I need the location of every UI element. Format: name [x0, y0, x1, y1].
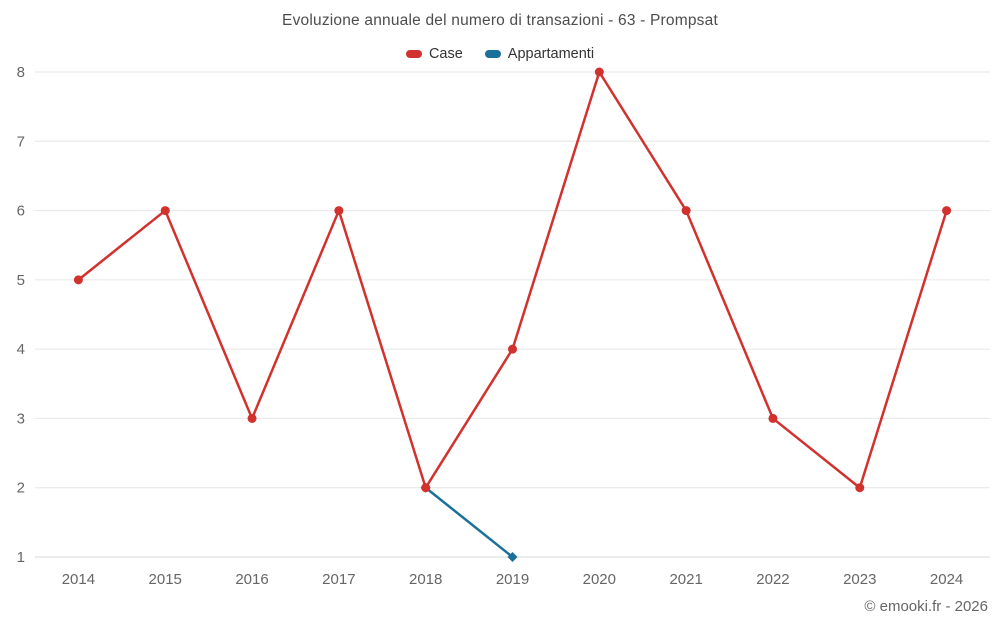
y-axis-label: 3 [17, 410, 25, 427]
x-axis-label: 2018 [409, 571, 442, 588]
data-point-appartamenti [507, 552, 518, 562]
data-point-case [942, 206, 952, 216]
legend-label-appartamenti: Appartamenti [507, 46, 595, 62]
data-point-case [681, 206, 691, 216]
data-point-case [334, 206, 344, 216]
x-axis-label: 2023 [843, 571, 876, 588]
data-point-case [247, 413, 257, 423]
legend-marker-appartamenti [484, 50, 501, 58]
data-point-case [73, 275, 83, 285]
x-axis-label: 2017 [322, 571, 355, 588]
x-axis-label: 2019 [496, 571, 529, 588]
y-axis-label: 2 [17, 480, 25, 497]
watermark: © emooki.fr - 2026 [864, 598, 988, 615]
y-axis-label: 6 [17, 203, 25, 220]
chart-title: Evoluzione annuale del numero di transaz… [282, 12, 718, 29]
data-point-case [855, 483, 865, 493]
y-axis-label: 5 [17, 272, 25, 289]
y-axis-label: 4 [17, 341, 25, 358]
x-axis-label: 2020 [583, 571, 616, 588]
x-axis-label: 2021 [669, 571, 702, 588]
x-axis-label: 2024 [930, 571, 963, 588]
data-point-case [421, 483, 431, 493]
y-axis-label: 7 [17, 133, 25, 150]
series-line-appartamenti [424, 486, 514, 559]
y-axis-label: 1 [17, 549, 25, 566]
legend-marker-case [405, 50, 422, 58]
x-axis-label: 2022 [756, 571, 789, 588]
x-axis-label: 2014 [62, 571, 95, 588]
x-axis-label: 2016 [235, 571, 268, 588]
chart-legend: Case Appartamenti [0, 46, 1000, 62]
data-point-case [594, 67, 604, 77]
legend-item-appartamenti[interactable]: Appartamenti [484, 46, 595, 62]
legend-label-case: Case [428, 46, 463, 62]
data-point-case [160, 206, 170, 216]
data-point-case [508, 344, 517, 354]
x-axis-label: 2015 [149, 571, 182, 588]
data-point-case [768, 413, 778, 423]
y-axis-label: 8 [17, 64, 25, 81]
legend-item-case[interactable]: Case [405, 46, 463, 62]
